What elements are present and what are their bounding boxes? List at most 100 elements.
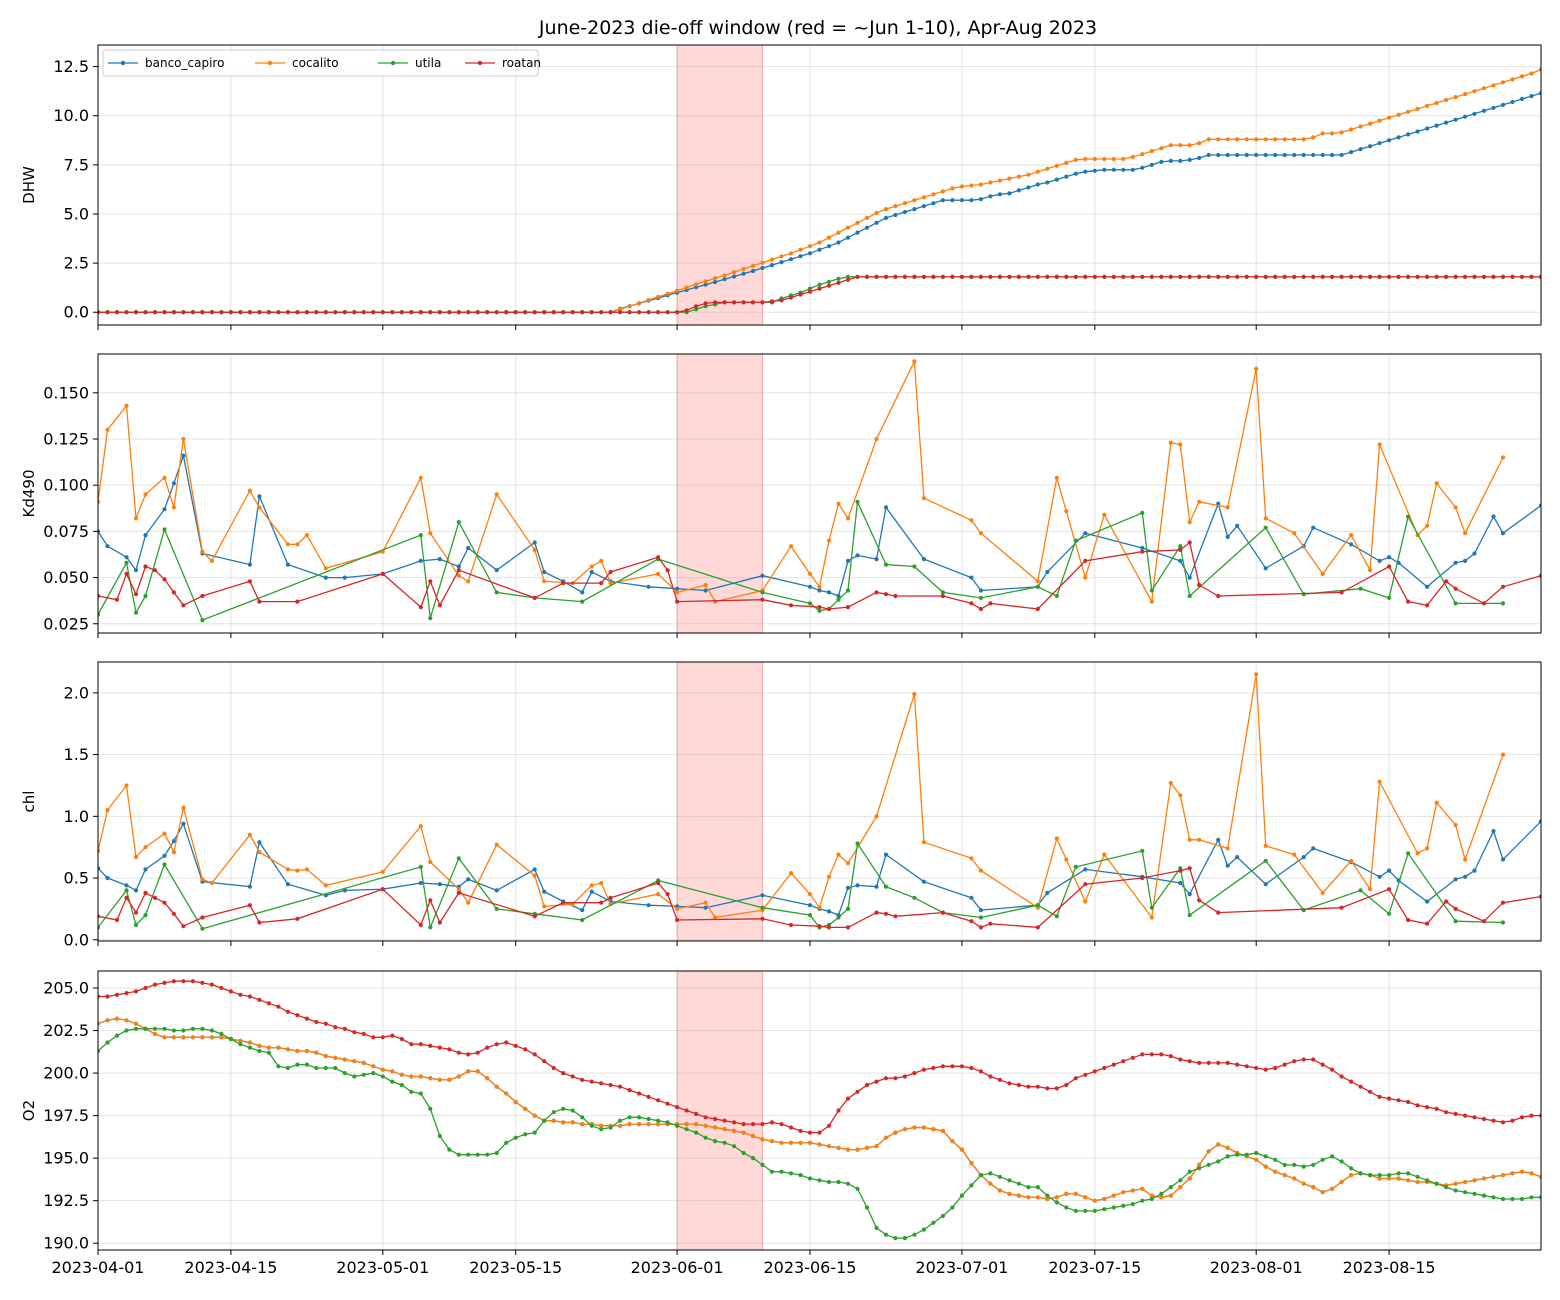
data-point [162, 1026, 167, 1031]
data-point [855, 1089, 860, 1094]
data-point [437, 310, 442, 315]
data-point [1178, 1185, 1183, 1190]
data-point [1178, 158, 1183, 163]
data-point [665, 892, 670, 897]
data-point [456, 1050, 461, 1055]
data-point [352, 1059, 357, 1064]
data-point [969, 1183, 974, 1188]
data-point [931, 192, 936, 197]
data-point [532, 1113, 537, 1118]
data-point [1500, 857, 1506, 862]
y-tick-label: 205.0 [43, 979, 89, 998]
y-tick-label: 7.5 [64, 155, 89, 174]
die-off-highlight [676, 661, 764, 942]
data-point [732, 1120, 737, 1125]
data-point [589, 889, 594, 894]
data-point [152, 310, 158, 315]
data-point [1463, 92, 1468, 97]
data-point [323, 1054, 328, 1059]
data-point [190, 310, 195, 315]
data-point [171, 1035, 176, 1040]
data-point [152, 568, 158, 573]
data-point [1500, 601, 1506, 606]
data-point [1045, 1196, 1050, 1202]
data-point [323, 310, 328, 315]
data-point [1178, 274, 1183, 279]
data-point [1538, 67, 1541, 72]
data-point [1358, 888, 1363, 893]
data-point [456, 310, 461, 315]
data-point [371, 1071, 376, 1076]
data-point [1349, 127, 1354, 132]
data-point [608, 1082, 613, 1088]
data-point [1320, 152, 1325, 158]
data-point [209, 558, 214, 564]
data-point [98, 499, 101, 504]
data-point [143, 593, 148, 599]
data-point [1406, 109, 1411, 114]
data-point [1368, 887, 1373, 892]
data-point [1035, 584, 1040, 589]
data-point [532, 1052, 537, 1057]
data-point [713, 300, 718, 305]
data-point [257, 850, 262, 855]
data-point [1083, 575, 1088, 580]
data-point [133, 922, 139, 928]
data-point [1519, 1169, 1525, 1174]
data-point [703, 279, 708, 284]
data-point [428, 616, 433, 621]
data-point [133, 1026, 139, 1031]
data-point [1406, 1178, 1411, 1183]
data-point [874, 1225, 879, 1230]
data-point [656, 892, 661, 897]
data-point [760, 590, 765, 595]
data-point [1187, 593, 1192, 599]
data-point [1481, 108, 1487, 113]
data-point [1187, 143, 1192, 148]
data-point [266, 1045, 271, 1050]
data-point [494, 906, 499, 912]
data-point [1007, 1081, 1012, 1086]
data-point [694, 307, 699, 312]
data-point [675, 288, 680, 293]
data-point [1121, 1190, 1126, 1195]
data-point [1083, 558, 1088, 564]
data-point [741, 300, 746, 305]
data-point [1263, 566, 1268, 571]
data-point [1035, 903, 1040, 908]
data-point [750, 300, 756, 305]
data-point [494, 568, 499, 573]
data-point [826, 1144, 832, 1149]
data-point [1406, 1099, 1411, 1105]
data-point [959, 1064, 965, 1069]
data-point [1083, 1072, 1088, 1077]
data-point [826, 925, 832, 930]
data-point [1140, 152, 1145, 157]
data-point [1225, 863, 1230, 868]
legend-entry-cocalito: cocalito [255, 56, 339, 70]
data-point [1491, 1118, 1496, 1123]
data-point [836, 1145, 841, 1150]
data-point [428, 531, 433, 536]
data-point [1092, 274, 1097, 279]
data-point [1472, 89, 1477, 94]
data-point [750, 1122, 756, 1127]
y-tick-label: 0.050 [43, 568, 89, 587]
data-point [1178, 558, 1183, 564]
data-point [1434, 100, 1439, 106]
data-point [200, 1026, 205, 1031]
data-point [124, 888, 129, 893]
data-point [1149, 588, 1154, 593]
data-point [1197, 1166, 1202, 1171]
data-point [105, 1018, 110, 1023]
data-point [124, 883, 129, 888]
data-point [874, 557, 879, 562]
data-point [485, 1076, 490, 1081]
data-point [494, 1042, 499, 1047]
data-point [295, 542, 300, 547]
data-point [494, 492, 499, 497]
data-point [1092, 1198, 1097, 1203]
data-point [940, 189, 946, 194]
data-point [845, 885, 851, 891]
data-point [361, 1072, 366, 1077]
